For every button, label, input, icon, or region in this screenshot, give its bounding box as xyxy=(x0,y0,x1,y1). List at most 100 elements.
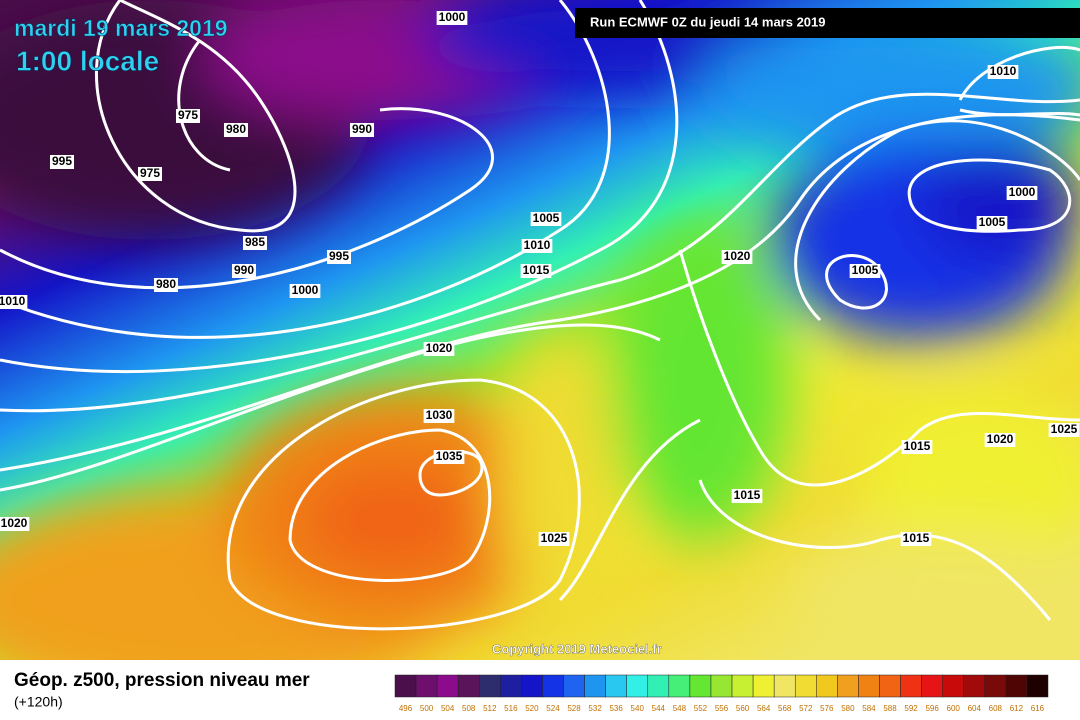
isobar-label-bg xyxy=(849,264,881,278)
colorbar-tick-label: 524 xyxy=(546,704,560,713)
colorbar-tick-label: 612 xyxy=(1010,704,1024,713)
colorbar-tick-label: 496 xyxy=(399,704,413,713)
isobar-label: 1020 xyxy=(724,249,751,263)
isobar-label: 1010 xyxy=(0,294,26,308)
isobar-label: 1030 xyxy=(426,408,453,422)
colorbar-swatch xyxy=(879,674,901,698)
isobar-label: 1035 xyxy=(436,449,463,463)
colorbar-swatch xyxy=(1005,674,1028,698)
colorbar-swatch xyxy=(816,674,838,698)
colorbar-swatch xyxy=(794,674,817,698)
forecast-time: 1:00 locale xyxy=(16,45,159,76)
colorbar-tick-label: 600 xyxy=(947,704,961,713)
isobar-label: 1005 xyxy=(979,215,1006,229)
isobar-label: 1000 xyxy=(1009,185,1036,199)
colorbar-tick-label: 500 xyxy=(420,704,434,713)
legend-subtitle: (+120h) xyxy=(14,694,63,710)
isobar-label-bg xyxy=(289,284,321,298)
isobar-label-bg xyxy=(1006,186,1038,200)
colorbar-tick-label: 532 xyxy=(588,704,602,713)
colorbar-swatch xyxy=(479,674,501,698)
colorbar-tick-label: 560 xyxy=(736,704,750,713)
colorbar-tick-label: 584 xyxy=(862,704,876,713)
isobar-label: 1025 xyxy=(1051,422,1078,436)
isobar-label-bg xyxy=(326,250,352,264)
colorbar-tick-label: 548 xyxy=(673,704,687,713)
isobar-label-bg xyxy=(436,11,468,25)
colorbar-tick-label: 536 xyxy=(609,704,623,713)
isobar-label-bg xyxy=(242,236,268,250)
run-box xyxy=(575,8,1080,38)
colorbar-tick-label: 616 xyxy=(1031,704,1045,713)
isobar-label-bg xyxy=(0,517,30,531)
isobar-label: 985 xyxy=(245,235,265,249)
isobar-label-bg xyxy=(0,295,28,309)
colorbar-tick-label: 564 xyxy=(757,704,771,713)
isobar-label-bg xyxy=(521,239,553,253)
colorbar-swatch xyxy=(858,674,880,698)
isobar-label-bg xyxy=(987,65,1019,79)
isobar-label: 1015 xyxy=(904,439,931,453)
isobar-label: 1020 xyxy=(1,516,28,530)
isobar-label: 990 xyxy=(234,263,254,277)
isobar-label: 975 xyxy=(178,108,198,122)
isobar-label-bg xyxy=(530,212,562,226)
isobar-label-bg xyxy=(231,264,257,278)
colorbar-swatch xyxy=(542,674,564,698)
isobar-label: 1015 xyxy=(523,263,550,277)
colorbar-tick-label: 572 xyxy=(799,704,813,713)
colorbar-swatch xyxy=(668,674,691,698)
colorbar-swatch xyxy=(647,674,670,698)
colorbar-tick-label: 568 xyxy=(778,704,792,713)
isobar-label: 1020 xyxy=(426,341,453,355)
colorbar-tick-label: 576 xyxy=(820,704,834,713)
colorbar-swatch xyxy=(500,674,522,698)
isobar-label-bg xyxy=(137,167,163,181)
colorbar-tick-label: 556 xyxy=(715,704,729,713)
colorbar-tick-label: 520 xyxy=(525,704,539,713)
colorbar-tick-label: 508 xyxy=(462,704,476,713)
colorbar-swatch xyxy=(394,674,417,698)
isobar-label-bg xyxy=(349,123,375,137)
colorbar-tick-label: 608 xyxy=(989,704,1003,713)
isobar-label: 980 xyxy=(226,122,246,136)
colorbar-tick-label: 540 xyxy=(631,704,645,713)
colorbar-swatch xyxy=(626,674,649,698)
colorbar-swatch xyxy=(1026,674,1049,698)
isobar-label: 975 xyxy=(140,166,160,180)
isobar-label: 1025 xyxy=(541,531,568,545)
isobar-label-bg xyxy=(984,433,1016,447)
colorbar-swatch xyxy=(710,674,733,698)
isobar-label-bg xyxy=(423,409,455,423)
isobar-label-bg xyxy=(901,440,933,454)
colorbar-swatch xyxy=(942,674,964,698)
isobar-label: 1005 xyxy=(852,263,879,277)
legend-title: Géop. z500, pression niveau mer xyxy=(14,670,310,691)
colorbar-swatch xyxy=(605,674,627,698)
colorbar-tick-label: 604 xyxy=(968,704,982,713)
colorbar-tick-label: 512 xyxy=(483,704,497,713)
colorbar-swatch xyxy=(436,674,459,698)
isobar-label-layer: 1000 975 980 990 995 975 985 990 995 980 1000 1005 1… xyxy=(0,10,1080,546)
colorbar-swatch xyxy=(731,674,754,698)
colorbar-swatch xyxy=(563,674,585,698)
colorbar-swatch xyxy=(921,674,943,698)
isobar-label-bg xyxy=(538,532,570,546)
isobar-label: 995 xyxy=(52,154,72,168)
isobar-label-bg xyxy=(976,216,1008,230)
colorbar-tick-label: 580 xyxy=(841,704,855,713)
isobar-label-bg xyxy=(175,109,201,123)
colorbar-swatch xyxy=(457,674,480,698)
isobar-label-bg xyxy=(49,155,75,169)
colorbar-swatch xyxy=(415,674,438,698)
colorbar: 496 500 504 508 512 516 520 524 528 532 536 540 544 5… xyxy=(394,674,1049,713)
isobar-label-bg xyxy=(900,532,932,546)
isobar-label: 1010 xyxy=(524,238,551,252)
colorbar-tick-label: 504 xyxy=(441,704,455,713)
colorbar-swatch xyxy=(773,674,796,698)
isobar-label-bg xyxy=(1048,423,1080,437)
isobar-label: 1010 xyxy=(990,64,1017,78)
colorbar-tick-label: 588 xyxy=(883,704,897,713)
